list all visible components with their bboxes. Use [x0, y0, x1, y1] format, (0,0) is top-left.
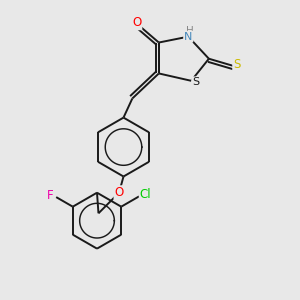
Text: S: S — [192, 77, 199, 87]
Text: N: N — [184, 32, 193, 42]
Text: O: O — [115, 186, 124, 199]
Text: F: F — [47, 189, 54, 202]
Text: H: H — [186, 26, 194, 36]
Text: S: S — [233, 58, 241, 70]
Text: Cl: Cl — [140, 188, 152, 201]
Text: O: O — [132, 16, 141, 29]
